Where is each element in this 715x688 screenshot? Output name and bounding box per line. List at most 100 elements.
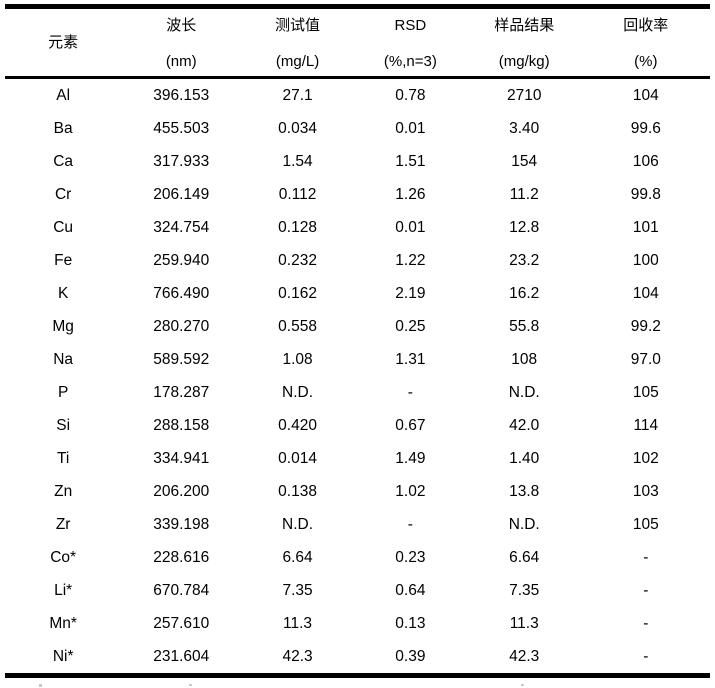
element-cell: P <box>57 383 69 401</box>
value-cell: 2.19 <box>395 284 426 302</box>
table-row: Li* 670.784 7.35 0.64 7.35 - <box>5 574 710 607</box>
value-cell: 154 <box>511 152 538 170</box>
column-header-rsd: RSD (%,n=3) <box>354 9 467 76</box>
value-cell: 0.420 <box>278 416 317 434</box>
value-cell: 104 <box>632 86 659 104</box>
element-cell: Cu <box>53 218 74 236</box>
value-cell: 178.287 <box>153 383 210 401</box>
column-header-test-value: 测试值 (mg/L) <box>241 9 354 76</box>
value-cell: 0.034 <box>278 119 317 137</box>
value-cell: 13.8 <box>509 482 540 500</box>
element-cell: K <box>57 284 69 302</box>
value-cell: 3.40 <box>509 119 540 137</box>
value-cell: 104 <box>632 284 659 302</box>
element-cell: Fe <box>54 251 73 269</box>
value-cell: 55.8 <box>509 317 540 335</box>
value-cell: 280.270 <box>153 317 210 335</box>
table-row: Si 288.158 0.420 0.67 42.0 114 <box>5 409 710 442</box>
value-cell: 106 <box>632 152 659 170</box>
value-cell: 7.35 <box>282 581 313 599</box>
value-cell: 105 <box>632 383 659 401</box>
table-row: Fe 259.940 0.232 1.22 23.2 100 <box>5 244 710 277</box>
value-cell: 102 <box>632 449 659 467</box>
value-cell: 1.49 <box>395 449 426 467</box>
table-row: Ba 455.503 0.034 0.01 3.40 99.6 <box>5 112 710 145</box>
value-cell: 1.54 <box>282 152 313 170</box>
value-cell: 206.200 <box>153 482 210 500</box>
element-cell: Al <box>56 86 71 104</box>
value-cell: 670.784 <box>153 581 210 599</box>
value-cell: 42.0 <box>509 416 540 434</box>
value-cell: N.D. <box>282 515 314 533</box>
value-cell: 105 <box>632 515 659 533</box>
column-unit: (%,n=3) <box>383 53 437 70</box>
value-cell: 0.014 <box>278 449 317 467</box>
table-body: Al 396.153 27.1 0.78 2710 104 Ba 455.503 0.034 0.… <box>5 79 710 673</box>
value-cell: - <box>407 515 413 533</box>
value-cell: 766.490 <box>153 284 210 302</box>
table-row: Al 396.153 27.1 0.78 2710 104 <box>5 79 710 112</box>
cutoff-mark <box>521 684 524 686</box>
value-cell: 257.610 <box>153 614 210 632</box>
value-cell: 228.616 <box>153 548 210 566</box>
value-cell: 12.8 <box>509 218 540 236</box>
cutoff-mark <box>189 684 192 686</box>
table-row: Zr 339.198 N.D. - N.D. 105 <box>5 508 710 541</box>
element-cell: Cr <box>54 185 72 203</box>
element-cell: Mg <box>52 317 74 335</box>
value-cell: 396.153 <box>153 86 210 104</box>
element-cell: Na <box>53 350 74 368</box>
value-cell: 114 <box>633 416 659 434</box>
value-cell: - <box>643 614 649 632</box>
value-cell: 0.162 <box>278 284 317 302</box>
element-cell: Ni* <box>52 647 74 665</box>
value-cell: - <box>407 383 413 401</box>
value-cell: - <box>643 548 649 566</box>
table-row: Ni* 231.604 42.3 0.39 42.3 - <box>5 640 710 673</box>
cutoff-footnote-marks <box>0 683 715 688</box>
element-cell: Ti <box>56 449 70 467</box>
value-cell: N.D. <box>282 383 314 401</box>
value-cell: 0.128 <box>278 218 317 236</box>
value-cell: 0.13 <box>395 614 426 632</box>
column-unit: (%) <box>634 53 658 70</box>
value-cell: 259.940 <box>153 251 210 269</box>
element-cell: Ca <box>53 152 74 170</box>
value-cell: 99.6 <box>630 119 661 137</box>
value-cell: 0.112 <box>278 185 317 203</box>
column-header-sample-result: 样品结果 (mg/kg) <box>467 9 582 76</box>
value-cell: - <box>643 647 649 665</box>
value-cell: 0.232 <box>278 251 317 269</box>
value-cell: 455.503 <box>153 119 210 137</box>
table-top-rule <box>5 4 710 9</box>
element-cell: Li* <box>54 581 73 599</box>
element-cell: Zn <box>54 482 73 500</box>
value-cell: 1.31 <box>395 350 426 368</box>
value-cell: N.D. <box>508 515 540 533</box>
table-row: Na 589.592 1.08 1.31 108 97.0 <box>5 343 710 376</box>
value-cell: 0.64 <box>395 581 426 599</box>
element-cell: Co* <box>50 548 77 566</box>
value-cell: 231.604 <box>153 647 210 665</box>
column-header-recovery: 回收率 (%) <box>582 9 710 76</box>
value-cell: 206.149 <box>153 185 210 203</box>
table-row: Mn* 257.610 11.3 0.13 11.3 - <box>5 607 710 640</box>
column-label: 测试值 <box>275 17 321 34</box>
value-cell: 0.78 <box>395 86 426 104</box>
value-cell: 0.01 <box>395 218 426 236</box>
value-cell: 42.3 <box>509 647 540 665</box>
value-cell: 7.35 <box>509 581 540 599</box>
column-label: 元素 <box>48 34 79 51</box>
table-row: K 766.490 0.162 2.19 16.2 104 <box>5 277 710 310</box>
table-row: Cu 324.754 0.128 0.01 12.8 101 <box>5 211 710 244</box>
value-cell: 339.198 <box>153 515 210 533</box>
table-row: Ti 334.941 0.014 1.49 1.40 102 <box>5 442 710 475</box>
value-cell: 0.39 <box>395 647 426 665</box>
value-cell: 589.592 <box>153 350 210 368</box>
column-unit: (nm) <box>165 53 197 70</box>
value-cell: 0.138 <box>278 482 317 500</box>
column-unit: (mg/kg) <box>498 53 550 70</box>
value-cell: 27.1 <box>282 86 313 104</box>
column-header-element: 元素 <box>5 9 121 76</box>
value-cell: - <box>643 581 649 599</box>
